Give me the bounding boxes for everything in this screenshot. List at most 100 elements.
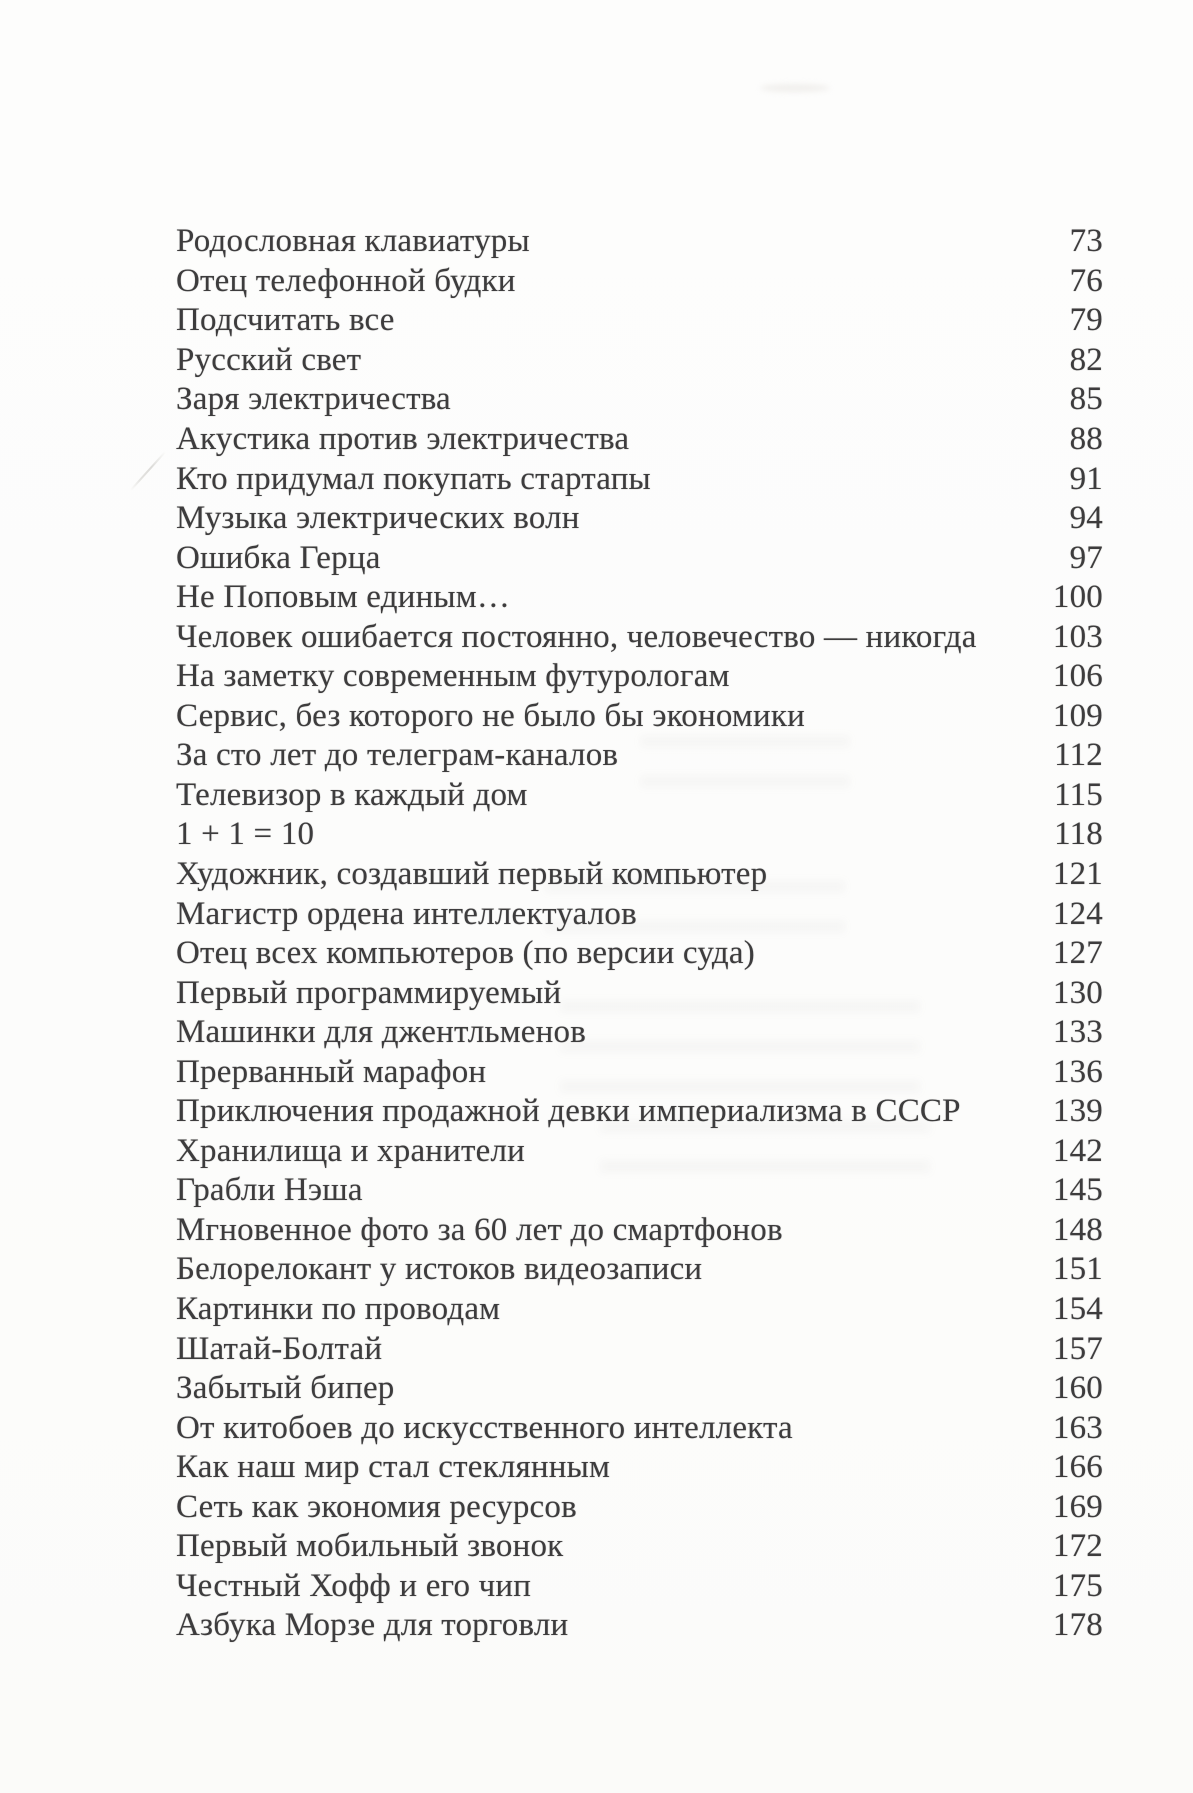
toc-entry-title: Прерванный марафон [176,1053,487,1090]
toc-entry: Честный Хофф и его чип 175 [176,1567,1103,1607]
toc-entry-title: Азбука Морзе для торговли [176,1607,569,1644]
toc-entry-page: 94 [1069,500,1103,537]
toc-entry-page: 124 [1052,895,1103,932]
toc-entry: Подсчитать все 79 [176,301,1103,341]
toc-entry-page: 103 [1052,618,1103,655]
toc-entry-page: 151 [1052,1251,1103,1288]
toc-entry: Как наш мир стал стеклянным 166 [176,1448,1103,1488]
toc-entry-title: Русский свет [176,341,362,378]
toc-entry: Грабли Нэша 145 [176,1171,1103,1211]
toc-entry: Прерванный марафон 136 [176,1052,1103,1092]
toc-entry-page: 142 [1052,1132,1103,1169]
toc-entry-title: Хранилища и хранители [176,1132,526,1169]
toc-entry-title: Белорелокант у истоков видеозаписи [176,1251,703,1288]
toc-entry-title: Человек ошибается постоянно, человечеств… [176,618,977,655]
toc-entry-title: Честный Хофф и его чип [176,1567,532,1604]
toc-entry-page: 157 [1052,1330,1103,1367]
toc-entry-page: 145 [1052,1172,1103,1209]
toc-entry: На заметку современным футурологам 106 [176,657,1103,697]
toc-entry: Отец телефонной будки 76 [176,262,1103,302]
toc-entry-page: 178 [1052,1607,1103,1644]
toc-entry: Кто придумал покупать стартапы 91 [176,459,1103,499]
toc-entry: Родословная клавиатуры 73 [176,222,1103,262]
toc-entry-page: 115 [1054,776,1103,813]
toc-entry-page: 139 [1052,1093,1103,1130]
scan-scratch-artifact [129,451,167,491]
toc-entry-title: За сто лет до телеграм-каналов [176,737,619,774]
toc-entry: За сто лет до телеграм-каналов 112 [176,736,1103,776]
toc-entry-page: 76 [1069,262,1103,299]
toc-entry-page: 136 [1052,1053,1103,1090]
toc-entry: Магистр ордена интеллектуалов 124 [176,894,1103,934]
toc-entry-page: 154 [1052,1291,1103,1328]
toc-entry-title: Сеть как экономия ресурсов [176,1488,577,1525]
toc-entry-title: Акустика против электричества [176,421,630,457]
scan-smudge-artifact [760,84,830,92]
toc-entry: Художник, создавший первый компьютер 121 [176,855,1103,895]
toc-entry-title: Заря электричества [176,381,451,418]
toc-entry: Заря электричества 85 [176,380,1103,420]
toc-entry-page: 163 [1052,1409,1103,1446]
toc-entry-title: Не Поповым единым… [176,579,511,616]
toc-entry-page: 88 [1069,421,1103,457]
toc-entry: Телевизор в каждый дом 115 [176,776,1103,816]
toc-entry: Сервис, без которого не было бы экономик… [176,697,1103,737]
toc-entry-title: Музыка электрических волн [176,500,580,537]
toc-entry: Мгновенное фото за 60 лет до смартфонов … [176,1211,1103,1251]
toc-entry-title: Забытый бипер [176,1370,395,1407]
toc-entry-page: 172 [1052,1528,1103,1565]
toc-entry-page: 121 [1052,856,1103,893]
toc-entry-page: 160 [1052,1370,1103,1407]
toc-entry-page: 118 [1054,816,1103,853]
toc-entry-page: 100 [1052,579,1103,616]
toc-entry-title: Картинки по проводам [176,1291,501,1328]
toc-entry-page: 82 [1069,341,1103,378]
toc-entry: Приключения продажной девки империализма… [176,1092,1103,1132]
toc-entry-page: 91 [1069,460,1103,497]
toc-entry: Акустика против электричества 88 [176,420,1103,460]
toc-entry: От китобоев до искусственного интеллекта… [176,1408,1103,1448]
toc-entry-title: Родословная клавиатуры [176,223,530,260]
toc-entry-title: Ошибка Герца [176,539,381,576]
toc-entry: Забытый бипер 160 [176,1369,1103,1409]
toc-entry-title: Сервис, без которого не было бы экономик… [176,697,805,734]
toc-entry-title: Магистр ордена интеллектуалов [176,895,637,932]
toc-entry: Сеть как экономия ресурсов 169 [176,1488,1103,1528]
toc-entry-title: Мгновенное фото за 60 лет до смартфонов [176,1211,783,1248]
toc-entry-title: Шатай-Болтай [176,1330,383,1367]
toc-entry: Белорелокант у истоков видеозаписи 151 [176,1250,1103,1290]
toc-entry-title: Приключения продажной девки империализма… [176,1093,961,1130]
toc-entry-title: 1 + 1 = 10 [176,816,315,853]
toc-entry-title: Художник, создавший первый компьютер [176,856,768,893]
toc-entry-title: Отец телефонной будки [176,262,516,299]
toc-entry-title: От китобоев до искусственного интеллекта [176,1409,793,1446]
toc-entry: Первый программируемый 130 [176,973,1103,1013]
toc-entry-title: На заметку современным футурологам [176,658,730,695]
toc-entry: Музыка электрических волн 94 [176,499,1103,539]
toc-entry-page: 130 [1052,974,1103,1011]
toc-entry-page: 97 [1069,539,1103,576]
toc-entry: Азбука Морзе для торговли 178 [176,1606,1103,1646]
toc-entry: Отец всех компьютеров (по версии суда) 1… [176,934,1103,974]
toc-entry-title: Как наш мир стал стеклянным [176,1449,611,1486]
toc-entry: Не Поповым единым… 100 [176,578,1103,618]
toc-entry-page: 133 [1052,1014,1103,1051]
toc-entry-page: 148 [1052,1211,1103,1248]
toc-entry-page: 112 [1054,737,1103,774]
toc-entry-page: 79 [1069,302,1103,339]
toc-entry-title: Машинки для джентльменов [176,1014,587,1051]
toc-entry: Человек ошибается постоянно, человечеств… [176,617,1103,657]
toc-entry-page: 175 [1052,1567,1103,1604]
toc-entry: Хранилища и хранители 142 [176,1132,1103,1172]
toc-entry-page: 166 [1052,1449,1103,1486]
toc-entry-title: Отец всех компьютеров (по версии суда) [176,935,755,972]
toc-entry: Шатай-Болтай 157 [176,1329,1103,1369]
toc-entry-page: 106 [1052,658,1103,695]
toc-list: Родословная клавиатуры 73 Отец телефонно… [176,222,1103,1646]
toc-entry: Первый мобильный звонок 172 [176,1527,1103,1567]
toc-entry-title: Первый мобильный звонок [176,1528,564,1565]
toc-entry: Картинки по проводам 154 [176,1290,1103,1330]
toc-entry-title: Кто придумал покупать стартапы [176,460,651,497]
toc-entry-title: Подсчитать все [176,302,395,339]
